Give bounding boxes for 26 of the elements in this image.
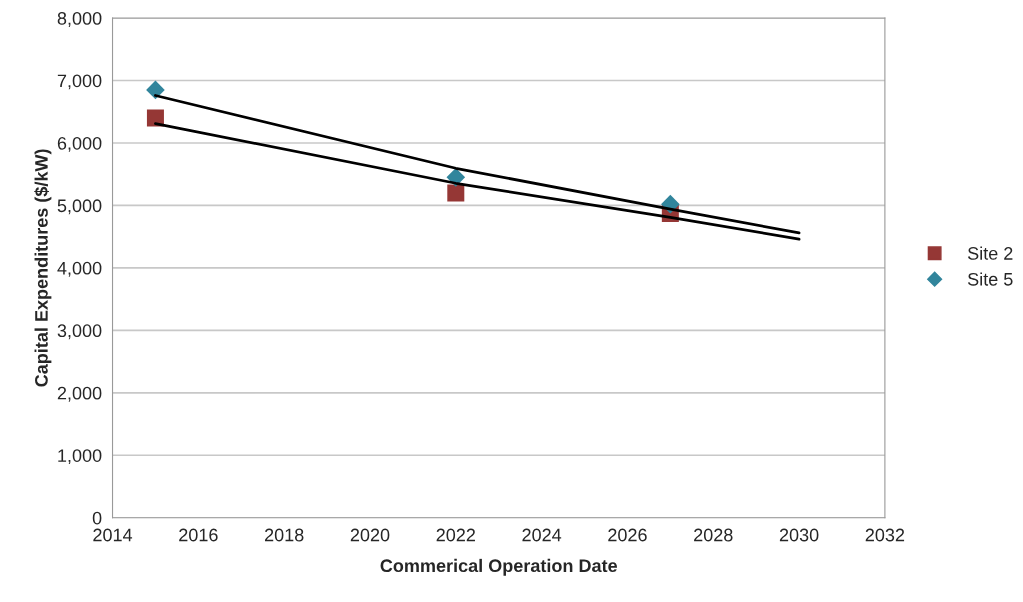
x-tick-label: 2016 — [179, 528, 218, 542]
x-tick-label: 2014 — [93, 528, 133, 542]
y-tick-label: 0 — [92, 511, 102, 525]
x-tick-label: 2024 — [522, 528, 562, 542]
y-axis-title: Capital Expenditures ($/kW) — [34, 149, 52, 387]
y-tick-label: 7,000 — [57, 74, 102, 90]
x-tick-label: 2026 — [608, 528, 647, 542]
legend-label: Site 2 — [967, 246, 1013, 260]
y-tick-label: 6,000 — [57, 136, 102, 152]
x-tick-label: 2022 — [436, 528, 475, 542]
point — [146, 109, 164, 127]
x-tick-label: 2028 — [694, 528, 733, 542]
x-tick-label: 2030 — [779, 528, 819, 542]
point — [146, 80, 165, 100]
y-tick-label: 5,000 — [57, 199, 102, 215]
x-tick-label: 2032 — [865, 528, 905, 542]
y-tick-label: 2,000 — [57, 386, 102, 402]
point — [447, 184, 465, 202]
y-tick-label: 8,000 — [57, 11, 102, 27]
y-tick-label: 4,000 — [57, 261, 102, 277]
x-tick-label: 2020 — [350, 528, 390, 542]
legend-label: Site 5 — [967, 272, 1013, 286]
y-tick-label: 3,000 — [57, 324, 102, 340]
y-tick-label: 1,000 — [58, 449, 102, 465]
x-axis-title: Commerical Operation Date — [380, 558, 617, 576]
x-tick-label: 2018 — [264, 528, 304, 542]
